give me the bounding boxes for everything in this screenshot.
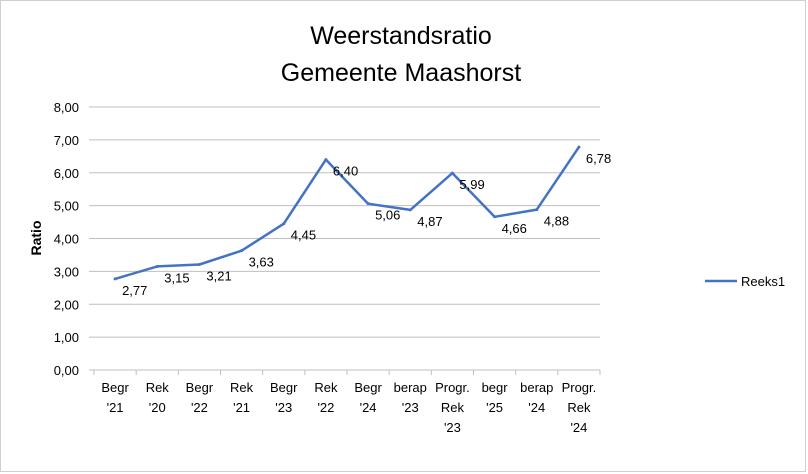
- data-point: [535, 208, 539, 212]
- x-tick-label-line: Begr: [354, 380, 382, 395]
- x-tick-label-line: Rek: [441, 400, 465, 415]
- x-tick-label: Progr. Rek '24: [562, 380, 597, 435]
- x-tick-label: berap '24: [520, 380, 553, 415]
- chart-title-line: Gemeente Maashorst: [281, 59, 521, 87]
- gridlines: [89, 106, 601, 375]
- x-tick-label: Begr '22: [186, 380, 214, 415]
- data-point: [493, 215, 497, 219]
- y-tick-label: 3,00: [54, 264, 79, 279]
- x-tick-label-line: Progr.: [435, 380, 470, 395]
- legend: Reeks1: [705, 274, 785, 289]
- x-tick-label: Rek '21: [230, 380, 254, 415]
- data-label: 3,63: [249, 255, 274, 270]
- y-tick-label: 7,00: [54, 133, 79, 148]
- series-group: [113, 145, 581, 281]
- legend-label: Reeks1: [741, 274, 785, 289]
- y-axis-ticks: 0,00 1,00 2,00 3,00 4,00 5,00 6,00 7,00 8,00: [54, 100, 79, 378]
- data-label: 4,45: [291, 228, 316, 243]
- data-label: 6,40: [333, 164, 358, 179]
- y-tick-label: 6,00: [54, 166, 79, 181]
- data-label: 6,78: [586, 151, 611, 166]
- x-tick-label-line: berap: [394, 380, 427, 395]
- data-point: [366, 202, 370, 206]
- data-label: 3,21: [206, 268, 231, 283]
- x-tick-label: Rek '22: [314, 380, 338, 415]
- chart-title: Weerstandsratio Gemeente Maashorst: [281, 22, 521, 87]
- data-point: [113, 277, 117, 281]
- data-labels: 2,77 3,15 3,21 3,63 4,45 6,40 5,06 4,87 5,99 4,66…: [122, 151, 611, 298]
- y-tick-label: 2,00: [54, 297, 79, 312]
- x-tick-label-line: berap: [520, 380, 553, 395]
- x-tick-label-line: Begr: [186, 380, 214, 395]
- x-tick-label: begr '25: [482, 380, 509, 415]
- y-tick-label: 5,00: [54, 199, 79, 214]
- x-tick-label-line: '24: [570, 420, 587, 435]
- data-label: 4,66: [502, 221, 527, 236]
- data-point: [324, 158, 328, 162]
- data-label: 4,87: [417, 214, 442, 229]
- x-tick-label-line: Rek: [314, 380, 338, 395]
- data-point: [197, 262, 201, 266]
- x-tick-label-line: begr: [482, 380, 509, 395]
- data-label: 3,15: [164, 270, 189, 285]
- y-tick-label: 1,00: [54, 330, 79, 345]
- x-tick-label-line: '20: [149, 400, 166, 415]
- y-tick-label: 8,00: [54, 100, 79, 115]
- x-tick-label-line: '21: [107, 400, 124, 415]
- data-label: 2,77: [122, 283, 147, 298]
- x-tick-label-line: '24: [360, 400, 377, 415]
- data-point: [577, 145, 581, 149]
- x-tick-label-line: Rek: [230, 380, 254, 395]
- data-point: [450, 171, 454, 175]
- data-point: [240, 249, 244, 253]
- data-point: [155, 264, 159, 268]
- x-tick-label-line: '23: [275, 400, 292, 415]
- x-tick-label-line: Begr: [270, 380, 298, 395]
- x-tick-label-line: '24: [528, 400, 545, 415]
- y-tick-label: 4,00: [54, 232, 79, 247]
- x-tick-label-line: '23: [402, 400, 419, 415]
- x-tick-label-line: Rek: [146, 380, 170, 395]
- y-tick-label: 0,00: [54, 363, 79, 378]
- x-tick-label-line: Begr: [101, 380, 129, 395]
- x-tick-label-line: '25: [486, 400, 503, 415]
- data-point: [282, 222, 286, 226]
- x-tick-label-line: '23: [444, 420, 461, 435]
- x-tick-label: Begr '23: [270, 380, 298, 415]
- data-label: 5,99: [459, 177, 484, 192]
- x-tick-label: Begr '21: [101, 380, 129, 415]
- x-tick-label: Begr '24: [354, 380, 382, 415]
- x-tick-label: Progr. Rek '23: [435, 380, 470, 435]
- data-label: 4,88: [544, 214, 569, 229]
- x-tick-label-line: Progr.: [562, 380, 597, 395]
- data-point: [408, 208, 412, 212]
- x-tick-label-line: '22: [191, 400, 208, 415]
- x-tick-label-line: Rek: [567, 400, 591, 415]
- y-axis-label: Ratio: [28, 221, 44, 256]
- x-tick-label: berap '23: [394, 380, 427, 415]
- data-label: 5,06: [375, 208, 400, 223]
- chart-title-line: Weerstandsratio: [310, 22, 492, 50]
- x-tick-label-line: '21: [233, 400, 250, 415]
- x-tick-label-line: '22: [317, 400, 334, 415]
- series-line-reeks1: [113, 145, 581, 281]
- x-tick-label: Rek '20: [146, 380, 170, 415]
